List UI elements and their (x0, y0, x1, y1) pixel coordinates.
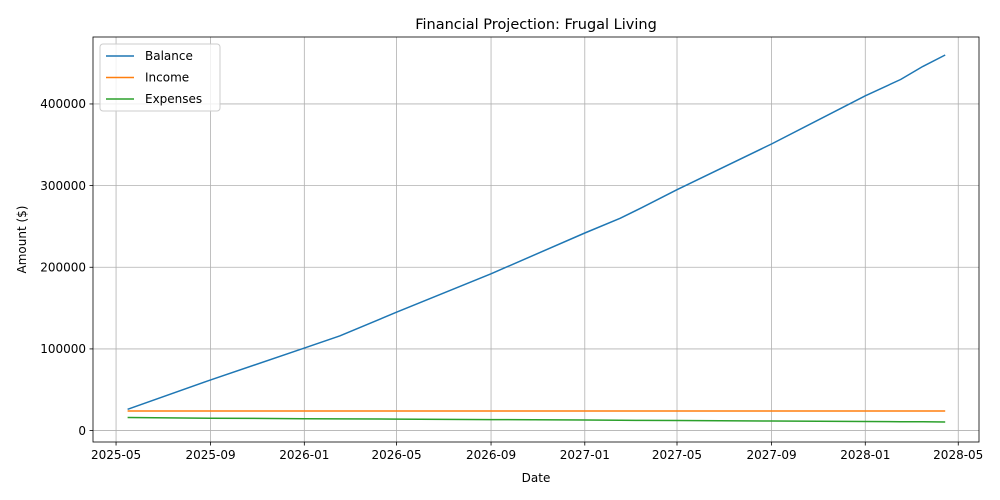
x-tick-label: 2027-09 (746, 448, 796, 462)
y-tick-label: 100000 (40, 342, 86, 356)
x-axis-label: Date (522, 471, 551, 485)
legend-label-income: Income (145, 71, 189, 85)
plot-area (93, 37, 979, 442)
series-line-balance (127, 54, 946, 411)
x-tick-label: 2026-01 (279, 448, 329, 462)
y-tick-label: 400000 (40, 97, 86, 111)
y-tick-label: 300000 (40, 179, 86, 193)
x-tick-label: 2027-05 (652, 448, 702, 462)
x-tick-label: 2028-01 (840, 448, 890, 462)
legend-label-expenses: Expenses (145, 92, 202, 106)
y-axis-label: Amount ($) (15, 206, 29, 274)
legend-frame (99, 43, 221, 112)
y-tick-label: 200000 (40, 260, 86, 274)
x-tick-label: 2027-01 (560, 448, 610, 462)
y-axis-ticks: 0 100000 200000 300000 400000 (40, 97, 93, 438)
series-line-expenses (127, 416, 946, 423)
y-tick-label: 0 (78, 424, 86, 438)
x-tick-label: 2026-05 (371, 448, 421, 462)
legend: Balance Income Expenses (99, 43, 221, 112)
series-lines (127, 54, 946, 423)
legend-label-balance: Balance (145, 49, 193, 63)
axes-frame (92, 36, 980, 443)
x-axis-ticks: 2025-05 2025-09 2026-01 2026-05 2026-09 2027-… (91, 442, 983, 462)
x-tick-label: 2025-09 (185, 448, 235, 462)
x-tick-label: 2026-09 (466, 448, 516, 462)
grid (93, 37, 979, 442)
x-tick-label: 2028-05 (933, 448, 983, 462)
x-tick-label: 2025-05 (91, 448, 141, 462)
chart-title: Financial Projection: Frugal Living (415, 17, 657, 33)
